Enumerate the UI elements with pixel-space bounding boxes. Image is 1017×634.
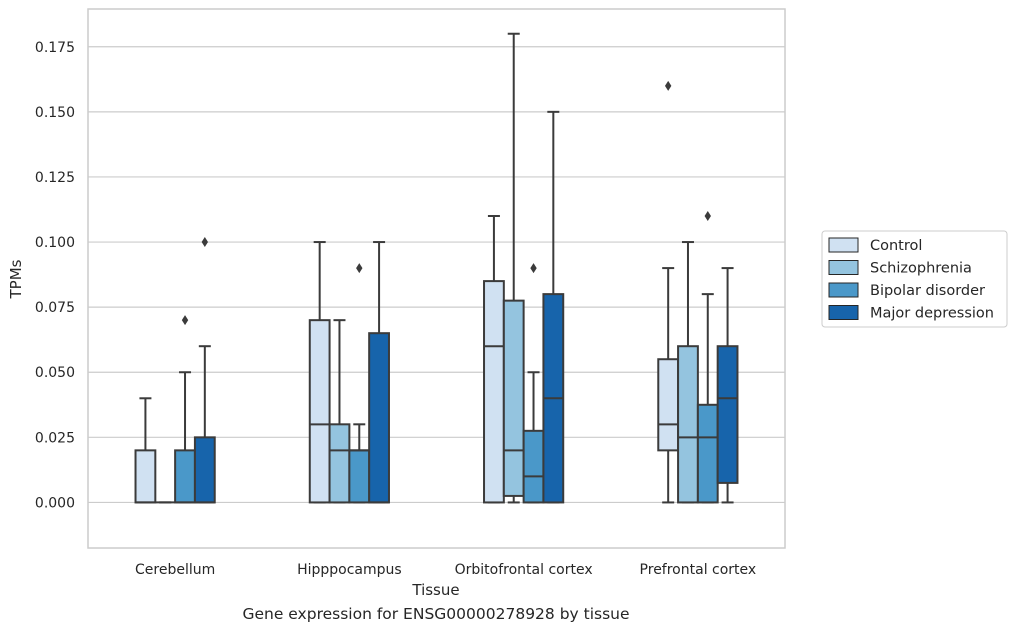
box-body [696, 403, 719, 504]
boxes [134, 32, 739, 504]
y-tick-label: 0.025 [35, 430, 75, 446]
box-body [368, 332, 390, 504]
box-major-depression [368, 241, 390, 504]
box-bipolar-disorder [522, 263, 545, 504]
box-body [134, 449, 157, 504]
box-body [502, 299, 525, 497]
outlier-point [356, 263, 363, 274]
box-body [348, 449, 371, 504]
legend-swatch [828, 305, 859, 320]
box-body [657, 358, 680, 452]
legend-label: Schizophrenia [870, 261, 972, 277]
y-tick-label: 0.050 [35, 365, 75, 381]
y-tick-label: 0.150 [35, 105, 75, 121]
y-tick-label: 0.175 [35, 40, 75, 56]
figure-caption: Gene expression for ENSG00000278928 by t… [242, 605, 630, 623]
box-body [308, 319, 331, 504]
y-axis-ticks: 0.000 0.025 0.050 0.075 0.100 0.125 0.150 0.175 [35, 40, 75, 512]
outlier-point [704, 211, 711, 222]
box-bipolar-disorder [174, 315, 196, 504]
x-tick-label: Prefrontal cortex [640, 562, 757, 578]
box-body [328, 423, 351, 504]
box-body [483, 280, 505, 504]
box-body [522, 429, 545, 504]
box-schizophrenia [328, 319, 351, 504]
legend-label: Bipolar disorder [870, 283, 985, 299]
box-schizophrenia [502, 32, 525, 504]
box-major-depression [542, 110, 565, 504]
x-axis-label: Tissue [411, 581, 459, 599]
y-tick-label: 0.075 [35, 300, 75, 316]
y-tick-label: 0.000 [35, 495, 75, 511]
box-body [174, 449, 196, 504]
box-body [716, 345, 739, 484]
box-bipolar-disorder [696, 211, 719, 504]
box-major-depression [716, 267, 739, 504]
y-tick-label: 0.125 [35, 170, 75, 186]
box-control [308, 241, 331, 504]
y-tick-label: 0.100 [35, 235, 75, 251]
box-control [134, 397, 157, 504]
box-body [193, 436, 216, 504]
box-bipolar-disorder [348, 263, 371, 504]
outlier-point [181, 315, 189, 326]
legend-swatch [828, 282, 859, 298]
legend-swatch [828, 260, 859, 275]
box-major-depression [193, 237, 216, 504]
outlier-point [664, 80, 672, 91]
legend-label: Control [870, 238, 922, 254]
outlier-point [530, 263, 537, 274]
x-tick-label: Cerebellum [135, 562, 215, 578]
outlier-point [201, 237, 209, 248]
box-control [483, 215, 505, 504]
legend-label: Major depression [870, 306, 994, 322]
x-tick-label: Hipppocampus [297, 562, 402, 578]
legend-swatch [828, 237, 859, 253]
legend: Control Schizophrenia Bipolar disorder Majo… [821, 230, 1008, 328]
x-tick-label: Orbitofrontal cortex [455, 562, 593, 578]
box-body [677, 345, 699, 504]
y-axis-label: TPMs [7, 259, 25, 299]
x-axis-ticks: Cerebellum Hipppocampus Orbitofrontal cort… [135, 562, 756, 578]
legend-frame [821, 230, 1008, 328]
